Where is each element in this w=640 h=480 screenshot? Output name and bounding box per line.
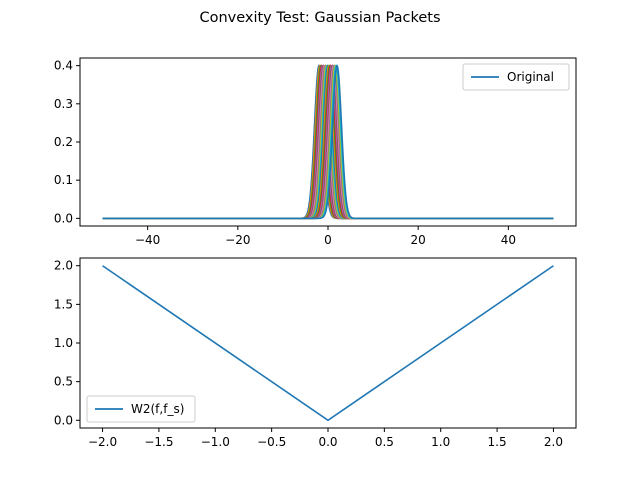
top-y-ticks: 0.0 0.1 0.2 0.3 0.4 xyxy=(54,59,80,225)
y-tick-label: 0.3 xyxy=(54,97,73,111)
x-tick-label: −40 xyxy=(135,233,160,247)
bottom-axes: −2.0 −1.5 −1.0 −0.5 0.0 0.5 1.0 1.5 2.0 0.0 0.5 1.… xyxy=(54,257,577,449)
gaussian-packet-line xyxy=(102,64,554,220)
x-tick-label: −1.0 xyxy=(201,435,230,449)
top-axes: −40 −20 0 20 40 0.0 0.1 0.2 0.3 0.4 Original xyxy=(54,57,577,247)
x-tick-label: 0.0 xyxy=(318,435,337,449)
x-tick-label: −0.5 xyxy=(257,435,286,449)
x-tick-label: −1.5 xyxy=(144,435,173,449)
x-tick-label: 0.5 xyxy=(375,435,394,449)
y-tick-label: 0.5 xyxy=(54,375,73,389)
x-tick-label: 2.0 xyxy=(544,435,563,449)
w2-series-line xyxy=(102,265,554,422)
y-tick-label: 0.4 xyxy=(54,59,73,73)
x-tick-label: 40 xyxy=(501,233,516,247)
bottom-y-ticks: 0.0 0.5 1.0 1.5 2.0 xyxy=(54,259,80,427)
y-tick-label: 0.0 xyxy=(54,413,73,427)
x-tick-label: 20 xyxy=(411,233,426,247)
legend-label: W2(f,f_s) xyxy=(131,402,184,416)
y-tick-label: 2.0 xyxy=(54,259,73,273)
x-tick-label: 1.5 xyxy=(488,435,507,449)
y-tick-label: 1.0 xyxy=(54,336,73,350)
gaussian-packet-lines xyxy=(102,64,554,220)
top-x-ticks: −40 −20 0 20 40 xyxy=(135,226,516,247)
x-tick-label: 1.0 xyxy=(431,435,450,449)
x-tick-label: 0 xyxy=(324,233,332,247)
w2-distance-lines xyxy=(102,265,554,422)
y-tick-label: 0.0 xyxy=(54,211,73,225)
legend-box xyxy=(86,395,196,423)
top-legend: Original xyxy=(462,63,570,91)
figure-title: Convexity Test: Gaussian Packets xyxy=(199,10,440,26)
bottom-x-ticks: −2.0 −1.5 −1.0 −0.5 0.0 0.5 1.0 1.5 2.0 xyxy=(88,428,563,449)
legend-box xyxy=(462,63,570,91)
x-tick-label: −2.0 xyxy=(88,435,117,449)
x-tick-label: −20 xyxy=(225,233,250,247)
legend-label: Original xyxy=(507,70,554,84)
bottom-legend: W2(f,f_s) xyxy=(86,395,196,423)
y-tick-label: 0.1 xyxy=(54,173,73,187)
y-tick-label: 0.2 xyxy=(54,135,73,149)
y-tick-label: 1.5 xyxy=(54,297,73,311)
